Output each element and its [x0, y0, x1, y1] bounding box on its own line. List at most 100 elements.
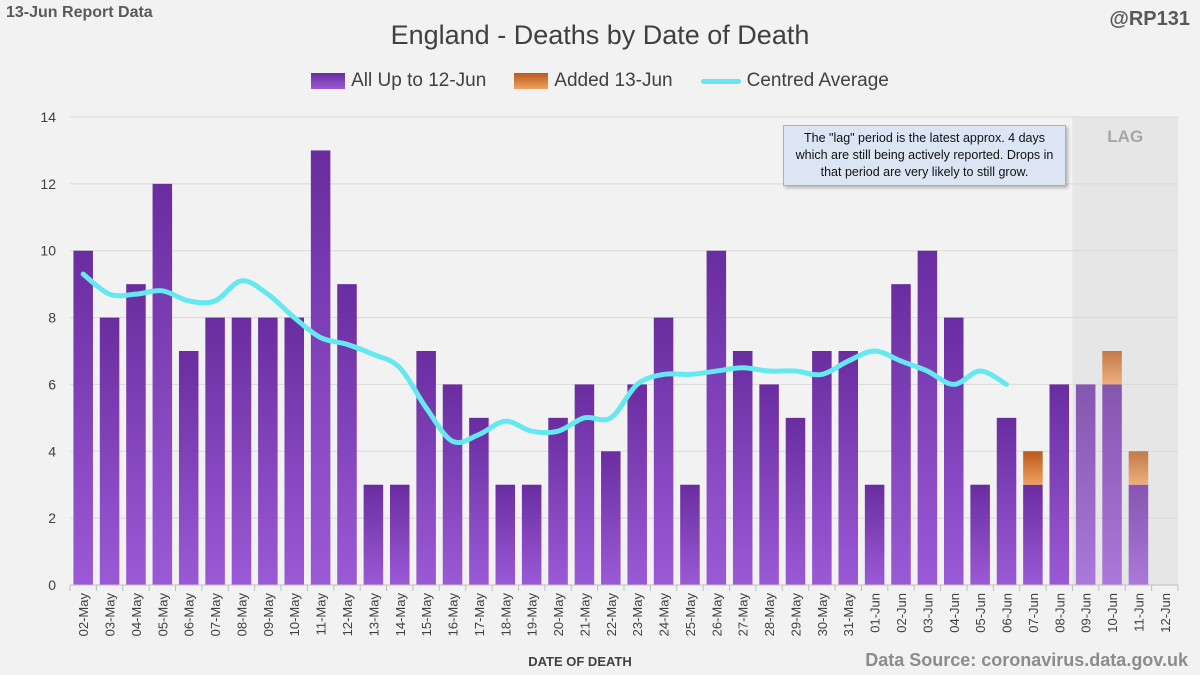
bar-base — [548, 417, 568, 585]
legend-item-average: Centred Average — [700, 70, 889, 92]
legend-item-added: Added 13-Jun — [514, 70, 673, 92]
x-tick-label: 07-May — [208, 593, 223, 637]
x-tick-label: 27-May — [736, 593, 751, 637]
x-tick-label: 28-May — [762, 593, 777, 637]
bar-base — [601, 451, 621, 585]
legend-swatch-average — [700, 78, 741, 84]
x-tick-label: 02-May — [76, 593, 91, 637]
x-tick-label: 06-Jun — [1000, 593, 1015, 633]
bar-base — [1102, 384, 1122, 585]
legend-swatch-added — [514, 73, 549, 89]
bar-base — [205, 317, 225, 585]
bar-base — [1128, 484, 1149, 585]
x-tick-label: 06-May — [182, 593, 197, 637]
bar-base — [337, 284, 357, 585]
x-tick-label: 25-May — [683, 593, 698, 637]
bar-base — [126, 284, 146, 585]
x-tick-label: 10-Jun — [1105, 593, 1120, 633]
bar-base — [152, 183, 173, 585]
bar-base — [1075, 384, 1096, 585]
x-tick-label: 14-May — [393, 593, 408, 637]
x-axis-title: DATE OF DEATH — [528, 654, 632, 669]
bar-base — [759, 384, 779, 585]
bar-base — [258, 317, 278, 585]
x-tick-label: 16-May — [446, 593, 461, 637]
x-tick-label: 08-Jun — [1052, 593, 1067, 633]
author-handle: @RP131 — [1109, 8, 1190, 30]
legend-swatch-base — [311, 73, 346, 89]
bar-base — [390, 484, 410, 585]
y-tick-label: 6 — [48, 376, 56, 392]
x-tick-label: 26-May — [709, 593, 724, 637]
y-tick-label: 10 — [40, 243, 56, 259]
y-tick-label: 2 — [48, 510, 56, 526]
x-tick-label: 04-Jun — [947, 593, 962, 633]
bar-base — [785, 417, 806, 585]
bar-base — [416, 351, 436, 585]
legend-label-base: All Up to 12-Jun — [351, 70, 487, 91]
centred-average-line — [80, 271, 1010, 446]
y-tick-label: 8 — [48, 310, 56, 326]
x-tick-label: 17-May — [472, 593, 487, 637]
bar-base — [495, 484, 516, 585]
y-tick-label: 14 — [40, 109, 56, 125]
bar-base — [970, 484, 990, 585]
bar-base — [838, 351, 858, 585]
x-axis: 02-May 03-May 04-May 05-May 06-May 07-May 08-M… — [69, 584, 1179, 637]
x-tick-label: 11-May — [314, 593, 329, 636]
bar-base — [469, 417, 489, 585]
bar-base — [627, 384, 647, 585]
bar-base — [284, 317, 304, 585]
bar-base — [653, 317, 674, 585]
bar-base — [680, 484, 700, 585]
x-tick-label: 31-May — [841, 593, 856, 637]
bar-base — [812, 351, 832, 585]
bar-base — [310, 150, 331, 585]
bar-base — [178, 351, 199, 585]
bar-base — [1023, 484, 1043, 585]
x-tick-label: 22-May — [604, 593, 619, 637]
bar-base — [864, 484, 885, 585]
y-axis: 0 2 4 6 8 10 12 14 — [40, 109, 56, 593]
x-tick-label: 02-Jun — [894, 593, 909, 633]
bar-base — [99, 317, 120, 585]
x-tick-label: 23-May — [630, 593, 645, 637]
x-tick-label: 20-May — [551, 593, 566, 637]
lag-label: LAG — [1107, 127, 1143, 146]
bar-base — [944, 317, 964, 585]
x-tick-label: 03-Jun — [920, 593, 935, 633]
data-source: Data Source: coronavirus.data.gov.uk — [865, 650, 1188, 670]
y-tick-label: 4 — [48, 443, 56, 459]
x-tick-label: 13-May — [366, 593, 381, 637]
bar-base — [1049, 384, 1070, 585]
legend-label-added: Added 13-Jun — [554, 70, 673, 91]
legend: All Up to 12-Jun Added 13-Jun Centred Av… — [0, 70, 1200, 92]
lag-annotation-box: The "lag" period is the latest approx. 4… — [783, 125, 1066, 186]
average-line-group — [80, 271, 1010, 446]
report-date-label: 13-Jun Report Data — [6, 4, 153, 21]
x-tick-label: 29-May — [788, 593, 803, 637]
x-tick-label: 11-Jun — [1131, 593, 1146, 632]
x-tick-label: 07-Jun — [1026, 593, 1041, 633]
x-tick-label: 09-Jun — [1079, 593, 1094, 633]
x-tick-label: 15-May — [419, 593, 434, 637]
x-tick-label: 05-May — [155, 593, 170, 637]
x-tick-label: 01-Jun — [868, 593, 883, 633]
x-tick-label: 19-May — [525, 593, 540, 637]
bar-base — [442, 384, 463, 585]
x-tick-label: 30-May — [815, 593, 830, 637]
y-tick-label: 12 — [40, 176, 56, 192]
x-tick-label: 12-Jun — [1158, 593, 1173, 633]
bar-added — [1023, 451, 1043, 485]
x-tick-label: 24-May — [657, 593, 672, 637]
bar-base — [574, 384, 595, 585]
x-tick-label: 18-May — [498, 593, 513, 637]
bar-base — [732, 351, 753, 585]
x-tick-label: 21-May — [577, 593, 592, 637]
x-tick-label: 03-May — [103, 593, 118, 637]
bar-base — [706, 250, 727, 585]
legend-item-base: All Up to 12-Jun — [311, 70, 486, 92]
bar-added — [1102, 351, 1122, 385]
x-tick-label: 09-May — [261, 593, 276, 637]
